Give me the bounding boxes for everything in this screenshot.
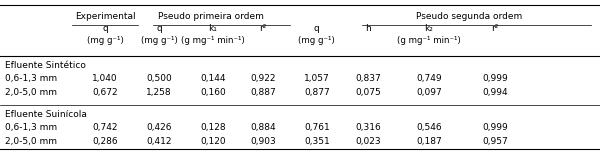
Text: 0,160: 0,160 (200, 88, 226, 97)
Text: 0,957: 0,957 (482, 137, 508, 146)
Text: 0,097: 0,097 (416, 88, 442, 97)
Text: (mg g⁻¹): (mg g⁻¹) (86, 36, 124, 45)
Text: 0,187: 0,187 (416, 137, 442, 146)
Text: 0,286: 0,286 (92, 137, 118, 146)
Text: 0,546: 0,546 (416, 123, 442, 132)
Text: 2,0-5,0 mm: 2,0-5,0 mm (5, 137, 57, 146)
Text: h: h (365, 24, 371, 33)
Text: 0,144: 0,144 (200, 74, 226, 83)
Text: q: q (156, 24, 162, 33)
Text: (mg g⁻¹): (mg g⁻¹) (140, 36, 178, 45)
Text: k₁: k₁ (209, 24, 217, 33)
Text: 0,994: 0,994 (482, 88, 508, 97)
Text: 1,057: 1,057 (304, 74, 329, 83)
Text: 0,761: 0,761 (304, 123, 329, 132)
Text: 0,903: 0,903 (250, 137, 275, 146)
Text: Pseudo segunda ordem: Pseudo segunda ordem (416, 12, 522, 21)
Text: 0,500: 0,500 (146, 74, 172, 83)
Text: 2,0-5,0 mm: 2,0-5,0 mm (5, 88, 57, 97)
Text: Efluente Sintético: Efluente Sintético (5, 61, 86, 70)
Text: 0,075: 0,075 (355, 88, 380, 97)
Text: Efluente Suinícola: Efluente Suinícola (5, 110, 86, 119)
Text: 0,999: 0,999 (482, 123, 508, 132)
Text: 0,351: 0,351 (304, 137, 329, 146)
Text: 0,412: 0,412 (146, 137, 172, 146)
Text: Experimental: Experimental (74, 12, 136, 21)
Text: 1,040: 1,040 (92, 74, 118, 83)
Text: Pseudo primeira ordem: Pseudo primeira ordem (158, 12, 264, 21)
Text: q: q (314, 24, 320, 33)
Text: (g mg⁻¹ min⁻¹): (g mg⁻¹ min⁻¹) (181, 36, 245, 45)
Text: 0,837: 0,837 (355, 74, 380, 83)
Text: r²: r² (259, 24, 266, 33)
Text: 0,426: 0,426 (146, 123, 172, 132)
Text: 0,128: 0,128 (200, 123, 226, 132)
Text: (g mg⁻¹ min⁻¹): (g mg⁻¹ min⁻¹) (397, 36, 461, 45)
Text: 0,884: 0,884 (250, 123, 275, 132)
Text: 0,6-1,3 mm: 0,6-1,3 mm (5, 123, 57, 132)
Text: 0,742: 0,742 (92, 123, 118, 132)
Text: q: q (102, 24, 108, 33)
Text: 0,120: 0,120 (200, 137, 226, 146)
Text: (mg g⁻¹): (mg g⁻¹) (298, 36, 335, 45)
Text: 1,258: 1,258 (146, 88, 172, 97)
Text: 0,316: 0,316 (355, 123, 380, 132)
Text: 0,999: 0,999 (482, 74, 508, 83)
Text: 0,023: 0,023 (355, 137, 380, 146)
Text: 0,672: 0,672 (92, 88, 118, 97)
Text: 0,877: 0,877 (304, 88, 329, 97)
Text: 0,749: 0,749 (416, 74, 442, 83)
Text: 0,922: 0,922 (250, 74, 275, 83)
Text: r²: r² (491, 24, 499, 33)
Text: 0,887: 0,887 (250, 88, 275, 97)
Text: k₂: k₂ (425, 24, 433, 33)
Text: 0,6-1,3 mm: 0,6-1,3 mm (5, 74, 57, 83)
